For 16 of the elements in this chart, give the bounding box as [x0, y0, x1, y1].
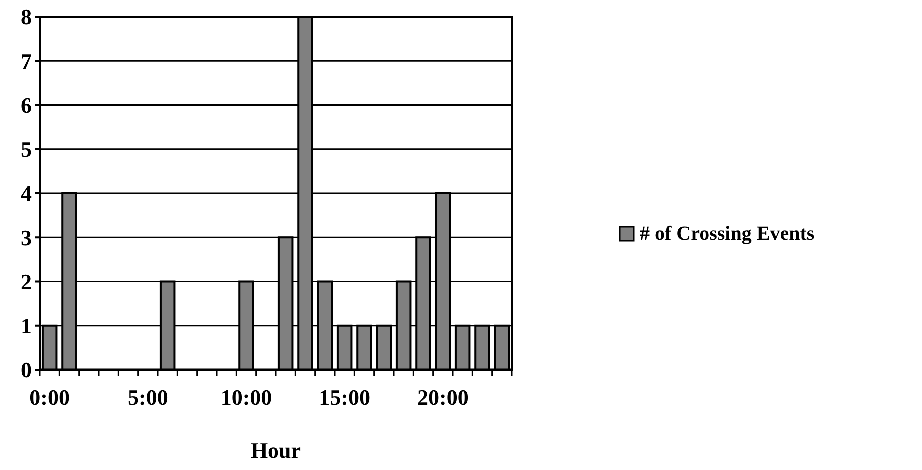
x-tick-label: 15:00 [319, 385, 370, 410]
legend-label: # of Crossing Events [640, 223, 815, 245]
y-tick-label: 1 [21, 314, 32, 339]
x-tick-label: 10:00 [220, 385, 272, 410]
x-tick-label: 5:00 [128, 385, 168, 410]
x-axis-title: Hour [250, 438, 302, 463]
y-tick-label: 2 [21, 269, 32, 294]
y-tick-label: 4 [21, 181, 32, 206]
y-tick-label: 3 [21, 225, 32, 250]
y-tick-label: 8 [21, 4, 32, 30]
y-tick-label: 7 [21, 48, 32, 74]
y-tick-label: 6 [21, 92, 32, 118]
y-tick-label: 5 [21, 137, 32, 162]
x-tick-label: 20:00 [418, 385, 469, 410]
y-tick-label: 0 [21, 358, 32, 383]
x-tick-label: 0:00 [30, 385, 70, 410]
